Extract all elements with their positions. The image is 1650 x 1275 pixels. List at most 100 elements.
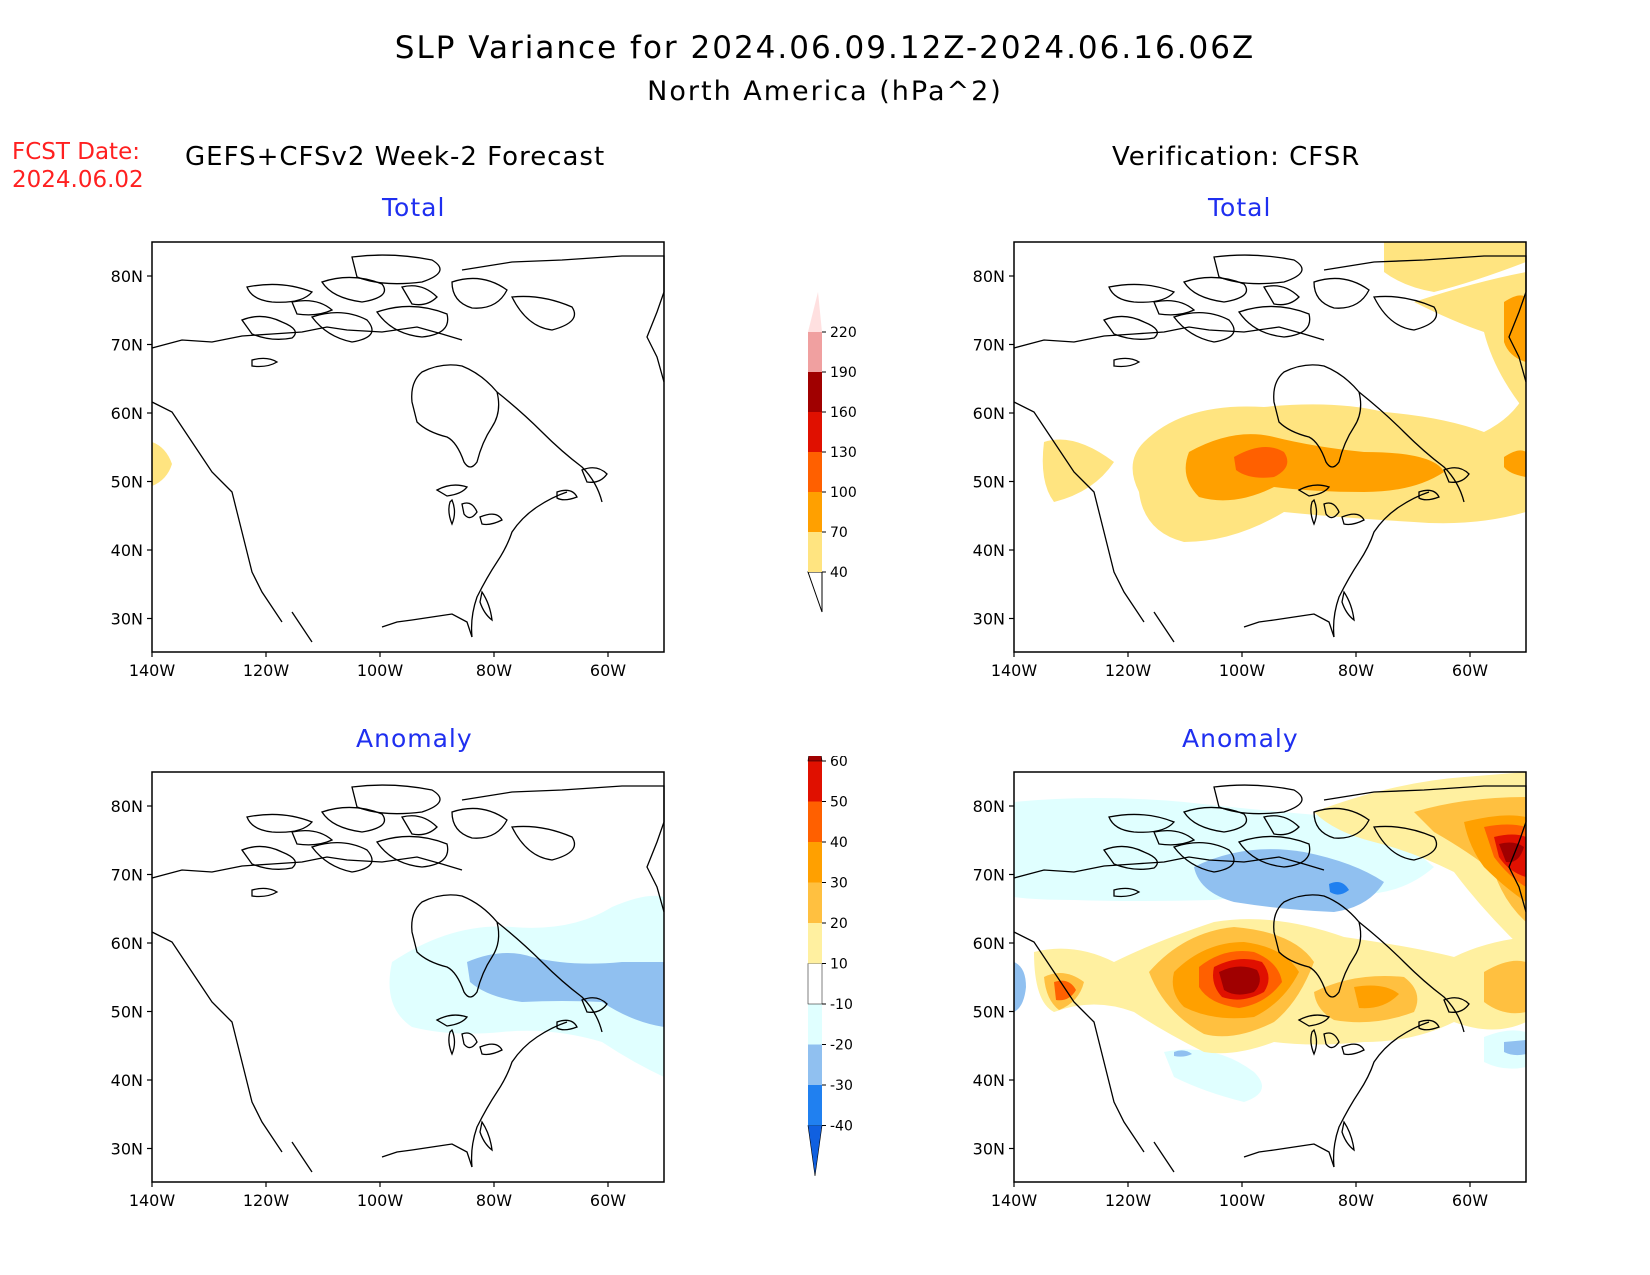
colorbar-label: 190 [830, 365, 857, 381]
lat-tick-label: 50N [111, 473, 143, 492]
forecast-total-contour-40 [152, 442, 172, 486]
lat-tick-label: 30N [973, 1140, 1005, 1159]
colorbar-label: -10 [830, 997, 853, 1013]
lon-tick-label: 60W [590, 1191, 626, 1208]
colorbar-label: 70 [830, 525, 848, 541]
colorbar-segment [807, 756, 823, 762]
colorbar-label: 40 [830, 835, 848, 851]
lon-tick-label: 120W [243, 661, 290, 678]
forecast-total-lon-axis: 140W 120W 100W 80W 60W [129, 652, 626, 678]
verification-anomaly-contour-minus30 [1329, 882, 1349, 895]
colorbar-label: 40 [830, 565, 848, 581]
forecast-anomaly-lat-axis: 80N 70N 60N 50N 40N 30N [111, 797, 152, 1159]
colorbar-segment [808, 452, 822, 492]
colorbar-label: 130 [830, 445, 857, 461]
forecast-anomaly-lon-axis: 140W 120W 100W 80W 60W [129, 1182, 626, 1208]
lat-tick-label: 40N [973, 1071, 1005, 1090]
colorbar-label: 160 [830, 405, 857, 421]
lat-tick-label: 80N [973, 267, 1005, 286]
colorbar-segment [807, 1125, 823, 1177]
lat-tick-label: 50N [973, 1003, 1005, 1022]
colorbar-segment [808, 801, 822, 842]
colorbar-label: 50 [830, 795, 848, 811]
verification-anomaly-lon-axis: 140W 120W 100W 80W 60W [991, 1182, 1488, 1208]
lon-tick-label: 100W [357, 661, 404, 678]
lat-tick-label: 40N [111, 541, 143, 560]
lat-tick-label: 60N [111, 404, 143, 423]
colorbar-label: -20 [830, 1038, 853, 1054]
lon-tick-label: 120W [1105, 661, 1152, 678]
lon-tick-label: 60W [1452, 1191, 1488, 1208]
lat-tick-label: 30N [111, 610, 143, 629]
page-subtitle: North America (hPa^2) [647, 76, 1003, 107]
forecast-anomaly-map: 80N 70N 60N 50N 40N 30N 140W 120W 100W 80W 60W [111, 771, 665, 1208]
lon-tick-label: 120W [1105, 1191, 1152, 1208]
verification-anomaly-contour-60 [1219, 966, 1260, 995]
colorbar-segment [808, 532, 822, 572]
lat-tick-label: 70N [111, 866, 143, 885]
colorbar-label: -40 [830, 1119, 853, 1135]
lat-tick-label: 50N [973, 473, 1005, 492]
lon-tick-label: 100W [1219, 661, 1266, 678]
colorbar-label: 30 [830, 876, 848, 892]
lon-tick-label: 60W [1452, 661, 1488, 678]
lat-tick-label: 60N [973, 404, 1005, 423]
verification-anomaly-map: 80N 70N 60N 50N 40N 30N 140W 120W 100W 80W 60W [973, 771, 1527, 1208]
colorbar-label: -30 [830, 1078, 853, 1094]
lat-tick-label: 40N [111, 1071, 143, 1090]
lon-tick-label: 140W [991, 1191, 1038, 1208]
lon-tick-label: 80W [476, 1191, 512, 1208]
colorbar-segment [808, 1004, 822, 1045]
page-title: SLP Variance for 2024.06.09.12Z-2024.06.… [394, 30, 1256, 66]
colorbar-segment [807, 963, 823, 1005]
colorbar-segment [808, 1085, 822, 1126]
verification-total-lat-axis: 80N 70N 60N 50N 40N 30N [973, 267, 1014, 629]
lon-tick-label: 100W [357, 1191, 404, 1208]
lon-tick-label: 80W [1338, 661, 1374, 678]
lon-tick-label: 140W [129, 661, 176, 678]
colorbar-segment [808, 372, 822, 412]
lat-tick-label: 80N [111, 797, 143, 816]
colorbar-segment [808, 412, 822, 452]
colorbar-segment [808, 761, 822, 802]
lon-tick-label: 100W [1219, 1191, 1266, 1208]
verification-anomaly-title: Anomaly [1182, 724, 1299, 753]
lon-tick-label: 120W [243, 1191, 290, 1208]
forecast-column-title: GEFS+CFSv2 Week-2 Forecast [185, 142, 606, 172]
lat-tick-label: 80N [111, 267, 143, 286]
verification-column-title: Verification: CFSR [1112, 142, 1361, 172]
verification-total-map: 80N 70N 60N 50N 40N 30N 140W 120W 100W 80W 60W [973, 241, 1527, 678]
forecast-total-lat-axis: 80N 70N 60N 50N 40N 30N [111, 267, 152, 629]
colorbar-segment [808, 842, 822, 883]
colorbar-segment [808, 923, 822, 964]
lat-tick-label: 30N [111, 1140, 143, 1159]
forecast-total-map: 80N 70N 60N 50N 40N 30N 140W 120W 100W 80W 60W [111, 241, 665, 678]
lon-tick-label: 140W [991, 661, 1038, 678]
colorbar-label: 220 [830, 325, 857, 341]
colorbar-segment [808, 882, 822, 923]
forecast-anomaly-title: Anomaly [356, 724, 473, 753]
colorbar-label: 10 [830, 957, 848, 973]
verification-anomaly-lat-axis: 80N 70N 60N 50N 40N 30N [973, 797, 1014, 1159]
colorbar-segment [808, 492, 822, 532]
anomaly-colorbar: -40 -30 -20 -10 10 20 30 40 50 60 [807, 756, 853, 1177]
lon-tick-label: 140W [129, 1191, 176, 1208]
lat-tick-label: 80N [973, 797, 1005, 816]
lat-tick-label: 30N [973, 610, 1005, 629]
lon-tick-label: 60W [590, 661, 626, 678]
lat-tick-label: 40N [973, 541, 1005, 560]
verification-total-lon-axis: 140W 120W 100W 80W 60W [991, 652, 1488, 678]
verification-total-contour-100 [1234, 447, 1288, 478]
lat-tick-label: 50N [111, 1003, 143, 1022]
colorbar-label: 60 [830, 756, 848, 770]
verification-anomaly-contour-minus20 [1194, 849, 1384, 912]
forecast-date-label: FCST Date: [12, 139, 140, 165]
colorbar-label: 100 [830, 485, 857, 501]
forecast-date-value: 2024.06.02 [12, 167, 144, 193]
lat-tick-label: 60N [111, 934, 143, 953]
lat-tick-label: 60N [973, 934, 1005, 953]
colorbar-segment [808, 292, 822, 332]
lat-tick-label: 70N [973, 866, 1005, 885]
lon-tick-label: 80W [1338, 1191, 1374, 1208]
colorbar-segment [808, 332, 822, 372]
